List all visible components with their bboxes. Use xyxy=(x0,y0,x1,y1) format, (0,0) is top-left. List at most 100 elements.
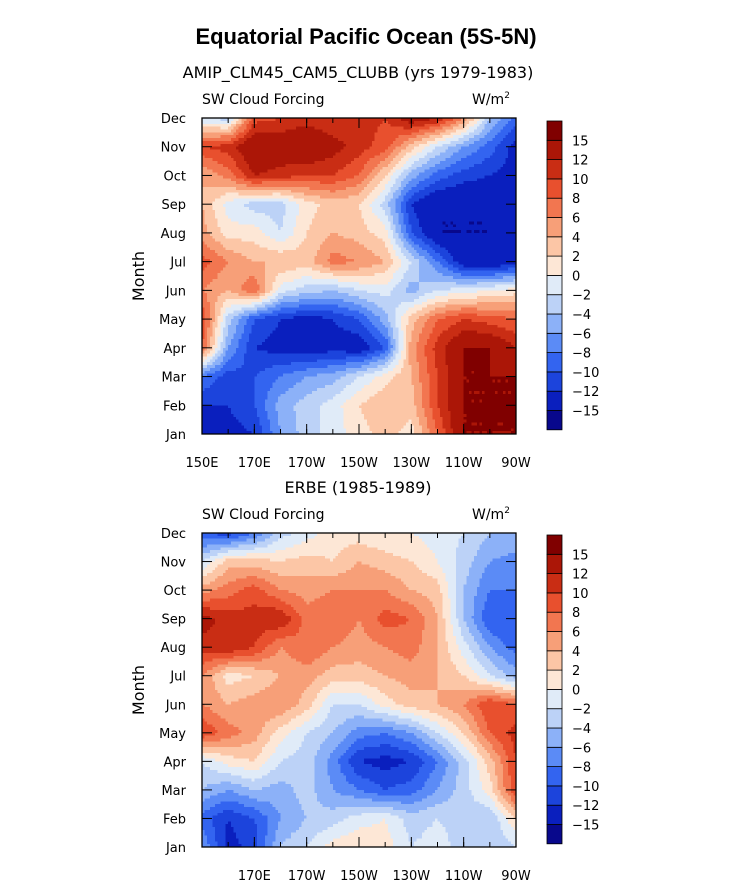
contour-cell xyxy=(359,135,362,138)
contour-cell xyxy=(260,155,263,158)
contour-cell xyxy=(445,155,448,158)
contour-cell xyxy=(492,161,495,164)
contour-cell xyxy=(325,230,328,233)
contour-cell xyxy=(362,233,365,236)
contour-cell xyxy=(226,155,229,158)
contour-cell xyxy=(260,129,263,132)
contour-cell xyxy=(448,138,451,141)
contour-cell xyxy=(325,170,328,173)
contour-cell xyxy=(427,227,430,230)
contour-cell xyxy=(487,184,490,187)
contour-cell xyxy=(448,167,451,170)
contour-cell xyxy=(485,178,488,181)
contour-cell xyxy=(372,204,375,207)
contour-cell xyxy=(448,178,451,181)
contour-cell xyxy=(254,184,257,187)
contour-cell xyxy=(393,161,396,164)
contour-cell xyxy=(254,150,257,153)
contour-cell xyxy=(372,207,375,210)
contour-cell xyxy=(233,187,236,190)
contour-cell xyxy=(369,147,372,150)
contour-cell xyxy=(506,158,509,161)
contour-cell xyxy=(351,198,354,201)
contour-cell xyxy=(218,138,221,141)
contour-cell xyxy=(273,173,276,176)
contour-cell xyxy=(406,164,409,167)
contour-cell xyxy=(291,216,294,219)
contour-cell xyxy=(427,196,430,199)
contour-cell xyxy=(393,138,396,141)
contour-cell xyxy=(349,132,352,135)
contour-cell xyxy=(422,207,425,210)
contour-cell xyxy=(257,233,260,236)
contour-cell xyxy=(469,184,472,187)
contour-cell xyxy=(317,144,320,147)
contour-cell xyxy=(364,198,367,201)
contour-cell xyxy=(445,204,448,207)
contour-cell xyxy=(424,121,427,124)
contour-cell xyxy=(288,204,291,207)
contour-cell xyxy=(472,190,475,193)
contour-cell xyxy=(212,138,215,141)
contour-cell xyxy=(422,193,425,196)
contour-cell xyxy=(406,227,409,230)
contour-cell xyxy=(233,193,236,196)
contour-cell xyxy=(427,184,430,187)
contour-cell xyxy=(479,161,482,164)
contour-cell xyxy=(377,155,380,158)
contour-cell xyxy=(220,193,223,196)
contour-cell xyxy=(346,204,349,207)
contour-cell xyxy=(236,141,239,144)
contour-cell xyxy=(286,167,289,170)
contour-cell xyxy=(490,207,493,210)
contour-cell xyxy=(430,213,433,216)
contour-cell xyxy=(223,144,226,147)
contour-cell xyxy=(359,181,362,184)
contour-cell xyxy=(508,170,511,173)
contour-cell xyxy=(349,201,352,204)
contour-cell xyxy=(233,138,236,141)
contour-cell xyxy=(273,210,276,213)
contour-cell xyxy=(474,138,477,141)
contour-cell xyxy=(411,170,414,173)
contour-cell xyxy=(479,210,482,213)
contour-cell xyxy=(443,193,446,196)
contour-cell xyxy=(320,233,323,236)
contour-cell xyxy=(451,216,454,219)
contour-cell xyxy=(485,190,488,193)
contour-cell xyxy=(385,219,388,222)
contour-cell xyxy=(458,181,461,184)
contour-cell xyxy=(294,196,297,199)
contour-cell xyxy=(422,164,425,167)
contour-cell xyxy=(260,227,263,230)
contour-cell xyxy=(294,187,297,190)
contour-cell xyxy=(349,187,352,190)
contour-cell xyxy=(241,230,244,233)
contour-cell xyxy=(299,213,302,216)
contour-cell xyxy=(312,216,315,219)
contour-cell xyxy=(445,227,448,230)
contour-cell xyxy=(403,173,406,176)
contour-cell xyxy=(349,224,352,227)
contour-cell xyxy=(241,135,244,138)
contour-cell xyxy=(506,196,509,199)
contour-cell xyxy=(479,181,482,184)
contour-cell xyxy=(254,178,257,181)
contour-cell xyxy=(409,196,412,199)
contour-cell xyxy=(212,121,215,124)
contour-cell xyxy=(356,167,359,170)
contour-cell xyxy=(246,173,249,176)
contour-cell xyxy=(325,175,328,178)
contour-cell xyxy=(218,135,221,138)
contour-cell xyxy=(275,219,278,222)
contour-cell xyxy=(333,152,336,155)
contour-cell xyxy=(294,224,297,227)
contour-cell xyxy=(417,196,420,199)
contour-cell xyxy=(273,233,276,236)
contour-cell xyxy=(492,204,495,207)
contour-cell xyxy=(283,204,286,207)
contour-cell xyxy=(294,155,297,158)
contour-cell xyxy=(472,173,475,176)
contour-cell xyxy=(466,173,469,176)
contour-cell xyxy=(228,227,231,230)
